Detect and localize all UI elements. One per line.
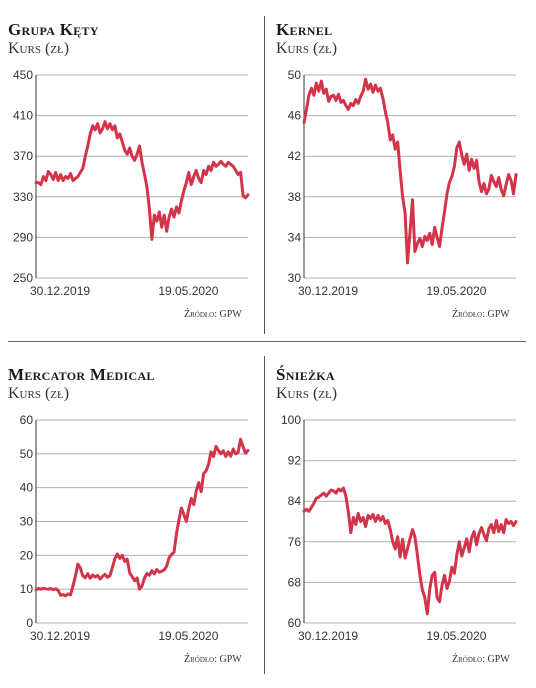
- y-tick-label: 50: [20, 447, 34, 461]
- y-tick-label: 60: [288, 616, 302, 630]
- y-tick-label: 450: [13, 68, 33, 82]
- x-tick-label: 30.12.2019: [298, 629, 358, 643]
- y-tick-label: 76: [288, 535, 302, 549]
- source-label: Źródło: GPW: [184, 309, 242, 320]
- x-tick-label: 30.12.2019: [30, 284, 90, 298]
- x-tick-label: 30.12.2019: [298, 284, 358, 298]
- source-label: Źródło: GPW: [452, 654, 510, 665]
- y-tick-label: 10: [20, 582, 34, 596]
- y-tick-label: 38: [288, 190, 302, 204]
- chart-title: Śnieżka: [276, 365, 335, 384]
- y-tick-label: 330: [13, 190, 33, 204]
- y-tick-label: 0: [26, 616, 33, 630]
- price-line: [34, 437, 250, 598]
- x-tick-label: 19.05.2020: [426, 629, 486, 643]
- y-tick-label: 100: [281, 413, 301, 427]
- chart-subtitle: Kurs (zł): [8, 40, 70, 57]
- chart-plot: 250 290 330 370 410 450 30.12.2019 19.05.2020: [13, 68, 250, 298]
- chart-title: Kernel: [276, 20, 333, 39]
- chart-panel-kernel: Kernel Kurs (zł) 30 34 38 42 46 50 30.12.2019 1…: [276, 20, 526, 325]
- y-tick-label: 250: [13, 271, 33, 285]
- x-tick-label: 19.05.2020: [158, 284, 218, 298]
- y-tick-label: 50: [288, 68, 302, 82]
- price-line: [302, 486, 518, 616]
- x-tick-label: 30.12.2019: [30, 629, 90, 643]
- vertical-divider: [264, 356, 265, 674]
- y-tick-label: 30: [288, 271, 302, 285]
- chart-subtitle: Kurs (zł): [8, 385, 70, 402]
- horizontal-divider: [8, 341, 526, 342]
- y-tick-label: 68: [288, 575, 302, 589]
- y-tick-label: 290: [13, 230, 33, 244]
- y-tick-label: 370: [13, 149, 33, 163]
- chart-panel-sniezka: Śnieżka Kurs (zł) 60 68 76 84 92 100 30.12.201…: [276, 365, 526, 670]
- chart-title: Grupa Kęty: [8, 20, 99, 39]
- y-tick-label: 34: [288, 230, 302, 244]
- price-line: [34, 120, 250, 241]
- y-tick-label: 40: [20, 481, 34, 495]
- chart-plot: 0 10 20 30 40 50 60 30.12.2019 19.05.2020: [20, 413, 250, 643]
- price-line: [302, 77, 518, 265]
- y-tick-label: 30: [20, 515, 34, 529]
- source-label: Źródło: GPW: [184, 654, 242, 665]
- x-tick-label: 19.05.2020: [158, 629, 218, 643]
- y-tick-label: 84: [288, 494, 302, 508]
- y-tick-label: 60: [20, 413, 34, 427]
- y-tick-label: 46: [288, 109, 302, 123]
- chart-panel-mercator-medical: Mercator Medical Kurs (zł) 0 10 20 30 40 50 60…: [8, 365, 258, 670]
- y-tick-label: 20: [20, 548, 34, 562]
- chart-panel-grupa-kety: Grupa Kęty Kurs (zł) 250 290 330 370 410 450 3…: [8, 20, 258, 325]
- y-tick-label: 410: [13, 109, 33, 123]
- chart-subtitle: Kurs (zł): [276, 40, 338, 57]
- y-tick-label: 92: [288, 454, 302, 468]
- x-tick-label: 19.05.2020: [426, 284, 486, 298]
- source-label: Źródło: GPW: [452, 309, 510, 320]
- chart-plot: 60 68 76 84 92 100 30.12.2019 19.05.2020: [281, 413, 518, 643]
- chart-title: Mercator Medical: [8, 365, 155, 384]
- y-tick-label: 42: [288, 149, 302, 163]
- chart-subtitle: Kurs (zł): [276, 385, 338, 402]
- vertical-divider: [264, 16, 265, 334]
- chart-plot: 30 34 38 42 46 50 30.12.2019 19.05.2020: [288, 68, 518, 298]
